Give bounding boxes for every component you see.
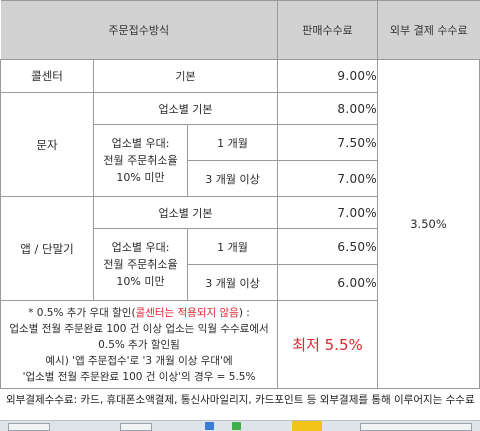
table-row: 콜센터 기본 9.00% 3.50%: [0, 59, 480, 389]
table-row: 문자 업소별 기본 8.00%: [0, 92, 480, 197]
sms-preferred-label: 업소별 우대: 전월 주문취소율 10% 미만: [93, 124, 188, 197]
sms-tier1-fee: 7.50%: [277, 124, 379, 161]
header-sales-fee: 판매수수료: [277, 0, 379, 60]
external-fee-value: 3.50%: [377, 59, 480, 389]
table-header-row: 주문접수방식 판매수수료 외부 결제 수수료: [0, 0, 480, 60]
active-window-tab[interactable]: [292, 421, 322, 431]
note-line3: 0.5% 추가 할인됨: [98, 338, 180, 351]
discount-note: * 0.5% 추가 우대 할인(콜센터는 적용되지 않음) : 업소별 전월 주…: [0, 300, 279, 389]
sms-basic-label: 업소별 기본: [92, 92, 279, 125]
note-line5: '업소별 전월 주문완료 100 건 이상'의 경우 = 5.5%: [22, 370, 256, 383]
note-line1: * 0.5% 추가 우대 할인(콜센터는 적용되지 않음) :: [28, 306, 250, 319]
app-label: 앱 / 단말기: [0, 196, 94, 301]
call-center-fee: 9.00%: [277, 59, 379, 93]
lowest-rate: 최저 5.5%: [277, 300, 379, 389]
table-row: 업소별 우대: 전월 주문취소율 10% 미만 1 개월 6.50%: [1, 228, 480, 301]
fee-table: 주문접수방식 판매수수료 외부 결제 수수료 콜센터 기본 9.00% 3.50…: [0, 0, 480, 389]
sms-label: 문자: [0, 92, 94, 197]
sms-tier2-label: 3 개월 이상: [186, 160, 279, 197]
table-row: 3 개월 이상 6.00%: [1, 264, 480, 301]
taskbar: [0, 420, 480, 431]
note-row: * 0.5% 추가 우대 할인(콜센터는 적용되지 않음) : 업소별 전월 주…: [0, 300, 480, 389]
app-tier1-fee: 6.50%: [277, 228, 379, 265]
footer-note: 외부결제수수료: 카드, 휴대폰소액결제, 통신사마일리지, 카드포인트 등 외…: [6, 394, 475, 406]
table-row: 업소별 우대: 전월 주문취소율 10% 미만 1 개월 7.50%: [1, 124, 480, 197]
sms-tier1-label: 1 개월: [186, 124, 279, 161]
app-tier1-label: 1 개월: [186, 228, 279, 265]
note-line4: 예시) '앱 주문접수'로 '3 개월 이상 우대'에: [45, 354, 233, 367]
app-preferred-label: 업소별 우대: 전월 주문취소율 10% 미만: [93, 228, 188, 301]
sms-basic-fee: 8.00%: [277, 92, 379, 125]
note-exclusion: 콜센터는 적용되지 않음: [135, 306, 239, 319]
note-line2: 업소별 전월 주문완료 100 건 이상 업소는 익월 수수료에서: [9, 322, 269, 335]
app-icon[interactable]: [205, 422, 214, 430]
header-method: 주문접수방식: [0, 0, 279, 60]
call-center-label: 콜센터: [0, 59, 94, 93]
app-icon[interactable]: [232, 422, 241, 430]
sms-tier2-fee: 7.00%: [277, 160, 379, 197]
app-basic-label: 업소별 기본: [92, 196, 279, 229]
table-row: 3 개월 이상 7.00%: [1, 160, 480, 197]
header-external-fee: 외부 결제 수수료: [377, 0, 480, 60]
app-basic-fee: 7.00%: [277, 196, 379, 229]
table-row: 앱 / 단말기 업소별 기본 7.00%: [0, 196, 480, 301]
app-tier2-label: 3 개월 이상: [186, 264, 279, 301]
app-tier2-fee: 6.00%: [277, 264, 379, 301]
call-center-type: 기본: [92, 59, 279, 93]
